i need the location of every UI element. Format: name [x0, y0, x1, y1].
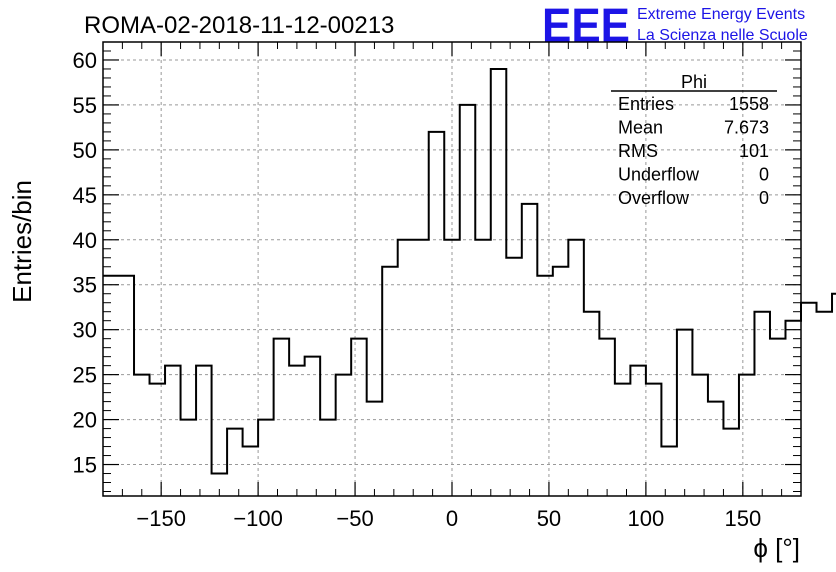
x-axis-label: ϕ [°] [753, 533, 800, 563]
x-tick-labels: −150 −100 −50 0 50 100 150 [136, 506, 761, 531]
stats-box-title: Phi [681, 72, 707, 92]
stats-row-value: 0 [759, 188, 769, 208]
grid [103, 42, 801, 496]
chart-title: ROMA-02-2018-11-12-00213 [84, 12, 394, 39]
eee-logo: EEE Extreme Energy Events La Scienza nel… [542, 0, 808, 53]
y-tick-label: 20 [73, 408, 97, 433]
y-tick-label: 45 [73, 183, 97, 208]
y-tick-label: 25 [73, 363, 97, 388]
eee-logo-mark: EEE [542, 0, 630, 53]
x-tick-label: −100 [233, 506, 283, 531]
stats-box-rows: Entries 1558 Mean 7.673 RMS 101 Underflow 0 Over… [618, 94, 769, 208]
y-tick-label: 35 [73, 273, 97, 298]
y-tick-label: 15 [73, 453, 97, 478]
y-axis-label: Entries/bin [7, 180, 37, 303]
stats-row-value: 1558 [729, 94, 769, 114]
x-tick-label: 150 [724, 506, 761, 531]
stats-row-value: 101 [739, 141, 769, 161]
stats-row-label: RMS [618, 141, 658, 161]
y-tick-label: 50 [73, 138, 97, 163]
stats-row-label: Underflow [618, 165, 700, 185]
y-tick-label: 30 [73, 318, 97, 343]
stats-row-label: Overflow [618, 188, 690, 208]
histogram-outline [103, 67, 836, 475]
x-tick-label: 50 [537, 506, 561, 531]
stats-row-label: Entries [618, 94, 674, 114]
stats-box: Phi Entries 1558 Mean 7.673 RMS 101 Underflow 0… [611, 72, 777, 208]
eee-logo-line1: Extreme Energy Events [637, 6, 805, 23]
y-tick-label: 60 [73, 48, 97, 73]
x-tick-label: 100 [628, 506, 665, 531]
y-tick-label: 55 [73, 93, 97, 118]
x-tick-label: −50 [336, 506, 373, 531]
x-tick-label: −150 [136, 506, 186, 531]
stats-row-label: Mean [618, 118, 663, 138]
y-tick-label: 40 [73, 228, 97, 253]
axis-ticks [102, 42, 802, 496]
stats-row-value: 0 [759, 165, 769, 185]
y-tick-labels: 15 20 25 30 35 40 45 50 55 60 [73, 48, 97, 478]
x-tick-label: 0 [446, 506, 458, 531]
eee-logo-line2: La Scienza nelle Scuole [637, 27, 808, 44]
stats-row-value: 7.673 [724, 118, 769, 138]
